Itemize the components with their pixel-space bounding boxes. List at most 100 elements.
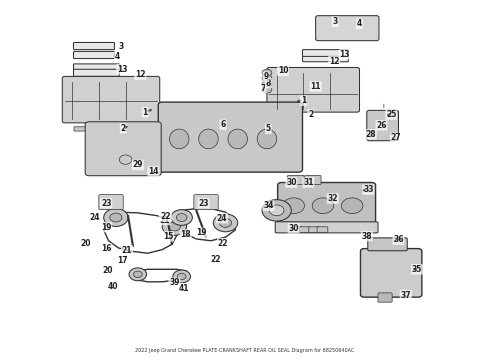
Text: 20: 20 (80, 239, 91, 248)
Circle shape (262, 75, 272, 82)
Circle shape (213, 214, 238, 232)
FancyBboxPatch shape (309, 227, 319, 233)
FancyBboxPatch shape (361, 249, 422, 297)
Text: 22: 22 (161, 212, 171, 221)
Text: 20: 20 (102, 266, 113, 275)
Text: 2: 2 (121, 124, 126, 133)
FancyBboxPatch shape (158, 102, 302, 172)
Text: 3: 3 (118, 42, 123, 51)
Text: 25: 25 (386, 110, 396, 119)
Text: 5: 5 (266, 125, 271, 134)
Circle shape (312, 198, 334, 213)
Circle shape (262, 86, 272, 93)
FancyBboxPatch shape (302, 50, 348, 57)
Text: 1: 1 (301, 96, 306, 105)
Circle shape (270, 205, 284, 216)
Circle shape (168, 222, 180, 231)
FancyBboxPatch shape (291, 227, 302, 233)
FancyBboxPatch shape (267, 67, 360, 112)
FancyBboxPatch shape (74, 64, 119, 71)
Text: 18: 18 (180, 230, 191, 239)
Circle shape (129, 268, 147, 281)
Text: 37: 37 (400, 291, 411, 300)
Text: 1: 1 (143, 108, 148, 117)
FancyBboxPatch shape (194, 195, 218, 210)
Text: 12: 12 (329, 57, 340, 66)
Text: 29: 29 (133, 161, 143, 170)
Circle shape (220, 219, 232, 227)
Text: 15: 15 (163, 232, 173, 241)
Text: 36: 36 (393, 235, 404, 244)
Text: 22: 22 (218, 239, 228, 248)
Text: 35: 35 (412, 265, 422, 274)
Text: 23: 23 (198, 199, 209, 208)
Text: 10: 10 (278, 66, 288, 75)
Circle shape (262, 69, 272, 76)
Text: 33: 33 (363, 185, 373, 194)
FancyBboxPatch shape (317, 227, 328, 233)
Text: 27: 27 (391, 133, 401, 142)
FancyBboxPatch shape (74, 51, 115, 59)
Text: 34: 34 (263, 201, 273, 210)
Text: 7: 7 (260, 84, 266, 93)
FancyBboxPatch shape (378, 293, 392, 302)
Circle shape (342, 198, 363, 213)
Circle shape (104, 208, 128, 226)
Circle shape (133, 271, 142, 278)
Text: 24: 24 (90, 213, 100, 222)
Text: 39: 39 (169, 278, 180, 287)
FancyBboxPatch shape (316, 16, 379, 41)
Text: 4: 4 (115, 52, 120, 61)
Text: 22: 22 (211, 255, 221, 264)
Text: 19: 19 (196, 228, 206, 237)
FancyBboxPatch shape (288, 175, 304, 185)
Text: 16: 16 (101, 244, 111, 253)
Ellipse shape (170, 129, 189, 149)
FancyBboxPatch shape (275, 222, 378, 233)
Text: 13: 13 (340, 50, 350, 59)
FancyBboxPatch shape (74, 127, 182, 131)
Text: 14: 14 (148, 167, 159, 176)
FancyBboxPatch shape (85, 122, 161, 176)
Text: 41: 41 (179, 284, 189, 293)
Circle shape (162, 217, 187, 235)
Text: 2: 2 (308, 110, 314, 119)
Text: 12: 12 (135, 70, 146, 79)
Circle shape (262, 200, 291, 221)
Text: 26: 26 (376, 121, 387, 130)
Circle shape (262, 81, 272, 88)
FancyBboxPatch shape (368, 238, 407, 251)
Text: 32: 32 (327, 194, 338, 203)
FancyBboxPatch shape (278, 183, 375, 228)
FancyBboxPatch shape (74, 42, 115, 50)
Text: 4: 4 (357, 19, 362, 28)
FancyBboxPatch shape (74, 69, 119, 76)
Text: 38: 38 (362, 231, 372, 240)
FancyBboxPatch shape (99, 195, 123, 210)
Circle shape (110, 213, 122, 222)
FancyBboxPatch shape (304, 175, 321, 185)
Text: 19: 19 (101, 222, 111, 231)
Text: 23: 23 (101, 199, 111, 208)
Text: 9: 9 (263, 72, 269, 81)
Circle shape (171, 210, 193, 225)
Circle shape (173, 270, 191, 283)
Text: 8: 8 (266, 79, 271, 88)
FancyBboxPatch shape (302, 55, 348, 62)
Text: 2022 Jeep Grand Cherokee PLATE-CRANKSHAFT REAR OIL SEAL Diagram for 68250640AC: 2022 Jeep Grand Cherokee PLATE-CRANKSHAF… (135, 348, 355, 353)
Circle shape (176, 213, 187, 221)
Text: 30: 30 (286, 178, 296, 187)
Text: 21: 21 (159, 216, 170, 225)
Text: 24: 24 (217, 214, 227, 223)
Circle shape (177, 273, 186, 280)
Text: 13: 13 (117, 65, 127, 74)
Text: 11: 11 (310, 82, 321, 91)
Text: 40: 40 (107, 282, 118, 291)
Text: 17: 17 (117, 256, 127, 265)
Circle shape (283, 198, 304, 213)
Ellipse shape (228, 129, 247, 149)
FancyBboxPatch shape (299, 227, 310, 233)
Text: 31: 31 (303, 178, 314, 187)
Text: 6: 6 (220, 120, 226, 129)
Text: 3: 3 (333, 17, 338, 26)
